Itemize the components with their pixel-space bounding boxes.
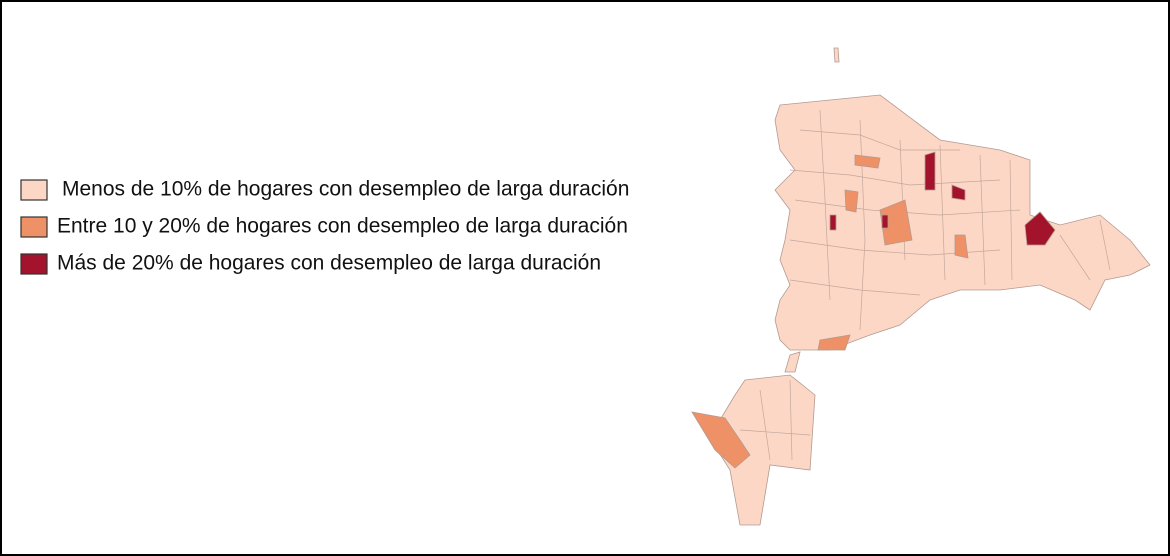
region: [881, 214, 889, 229]
legend-swatch: [20, 179, 48, 201]
region: [951, 184, 966, 201]
region-borders: [739, 109, 1111, 461]
legend-label: Más de 20% de hogares con desempleo de l…: [57, 252, 601, 275]
region: [879, 199, 913, 246]
region: [954, 234, 969, 259]
legend-label: Entre 10 y 20% de hogares con desempleo …: [57, 215, 628, 238]
region: [1024, 211, 1056, 246]
region: [854, 154, 881, 169]
region: [829, 214, 837, 231]
legend-swatch: [20, 253, 48, 275]
region: [784, 351, 801, 373]
region: [817, 334, 851, 351]
region: [694, 374, 816, 526]
map: [691, 47, 1151, 526]
region: [691, 411, 751, 469]
legend-swatch: [20, 216, 48, 238]
region: [924, 151, 936, 191]
legend-label: Menos de 10% de hogares con desempleo de…: [62, 178, 629, 201]
region: [833, 47, 840, 63]
region: [844, 189, 859, 213]
legend: Menos de 10% de hogares con desempleo de…: [20, 178, 629, 275]
